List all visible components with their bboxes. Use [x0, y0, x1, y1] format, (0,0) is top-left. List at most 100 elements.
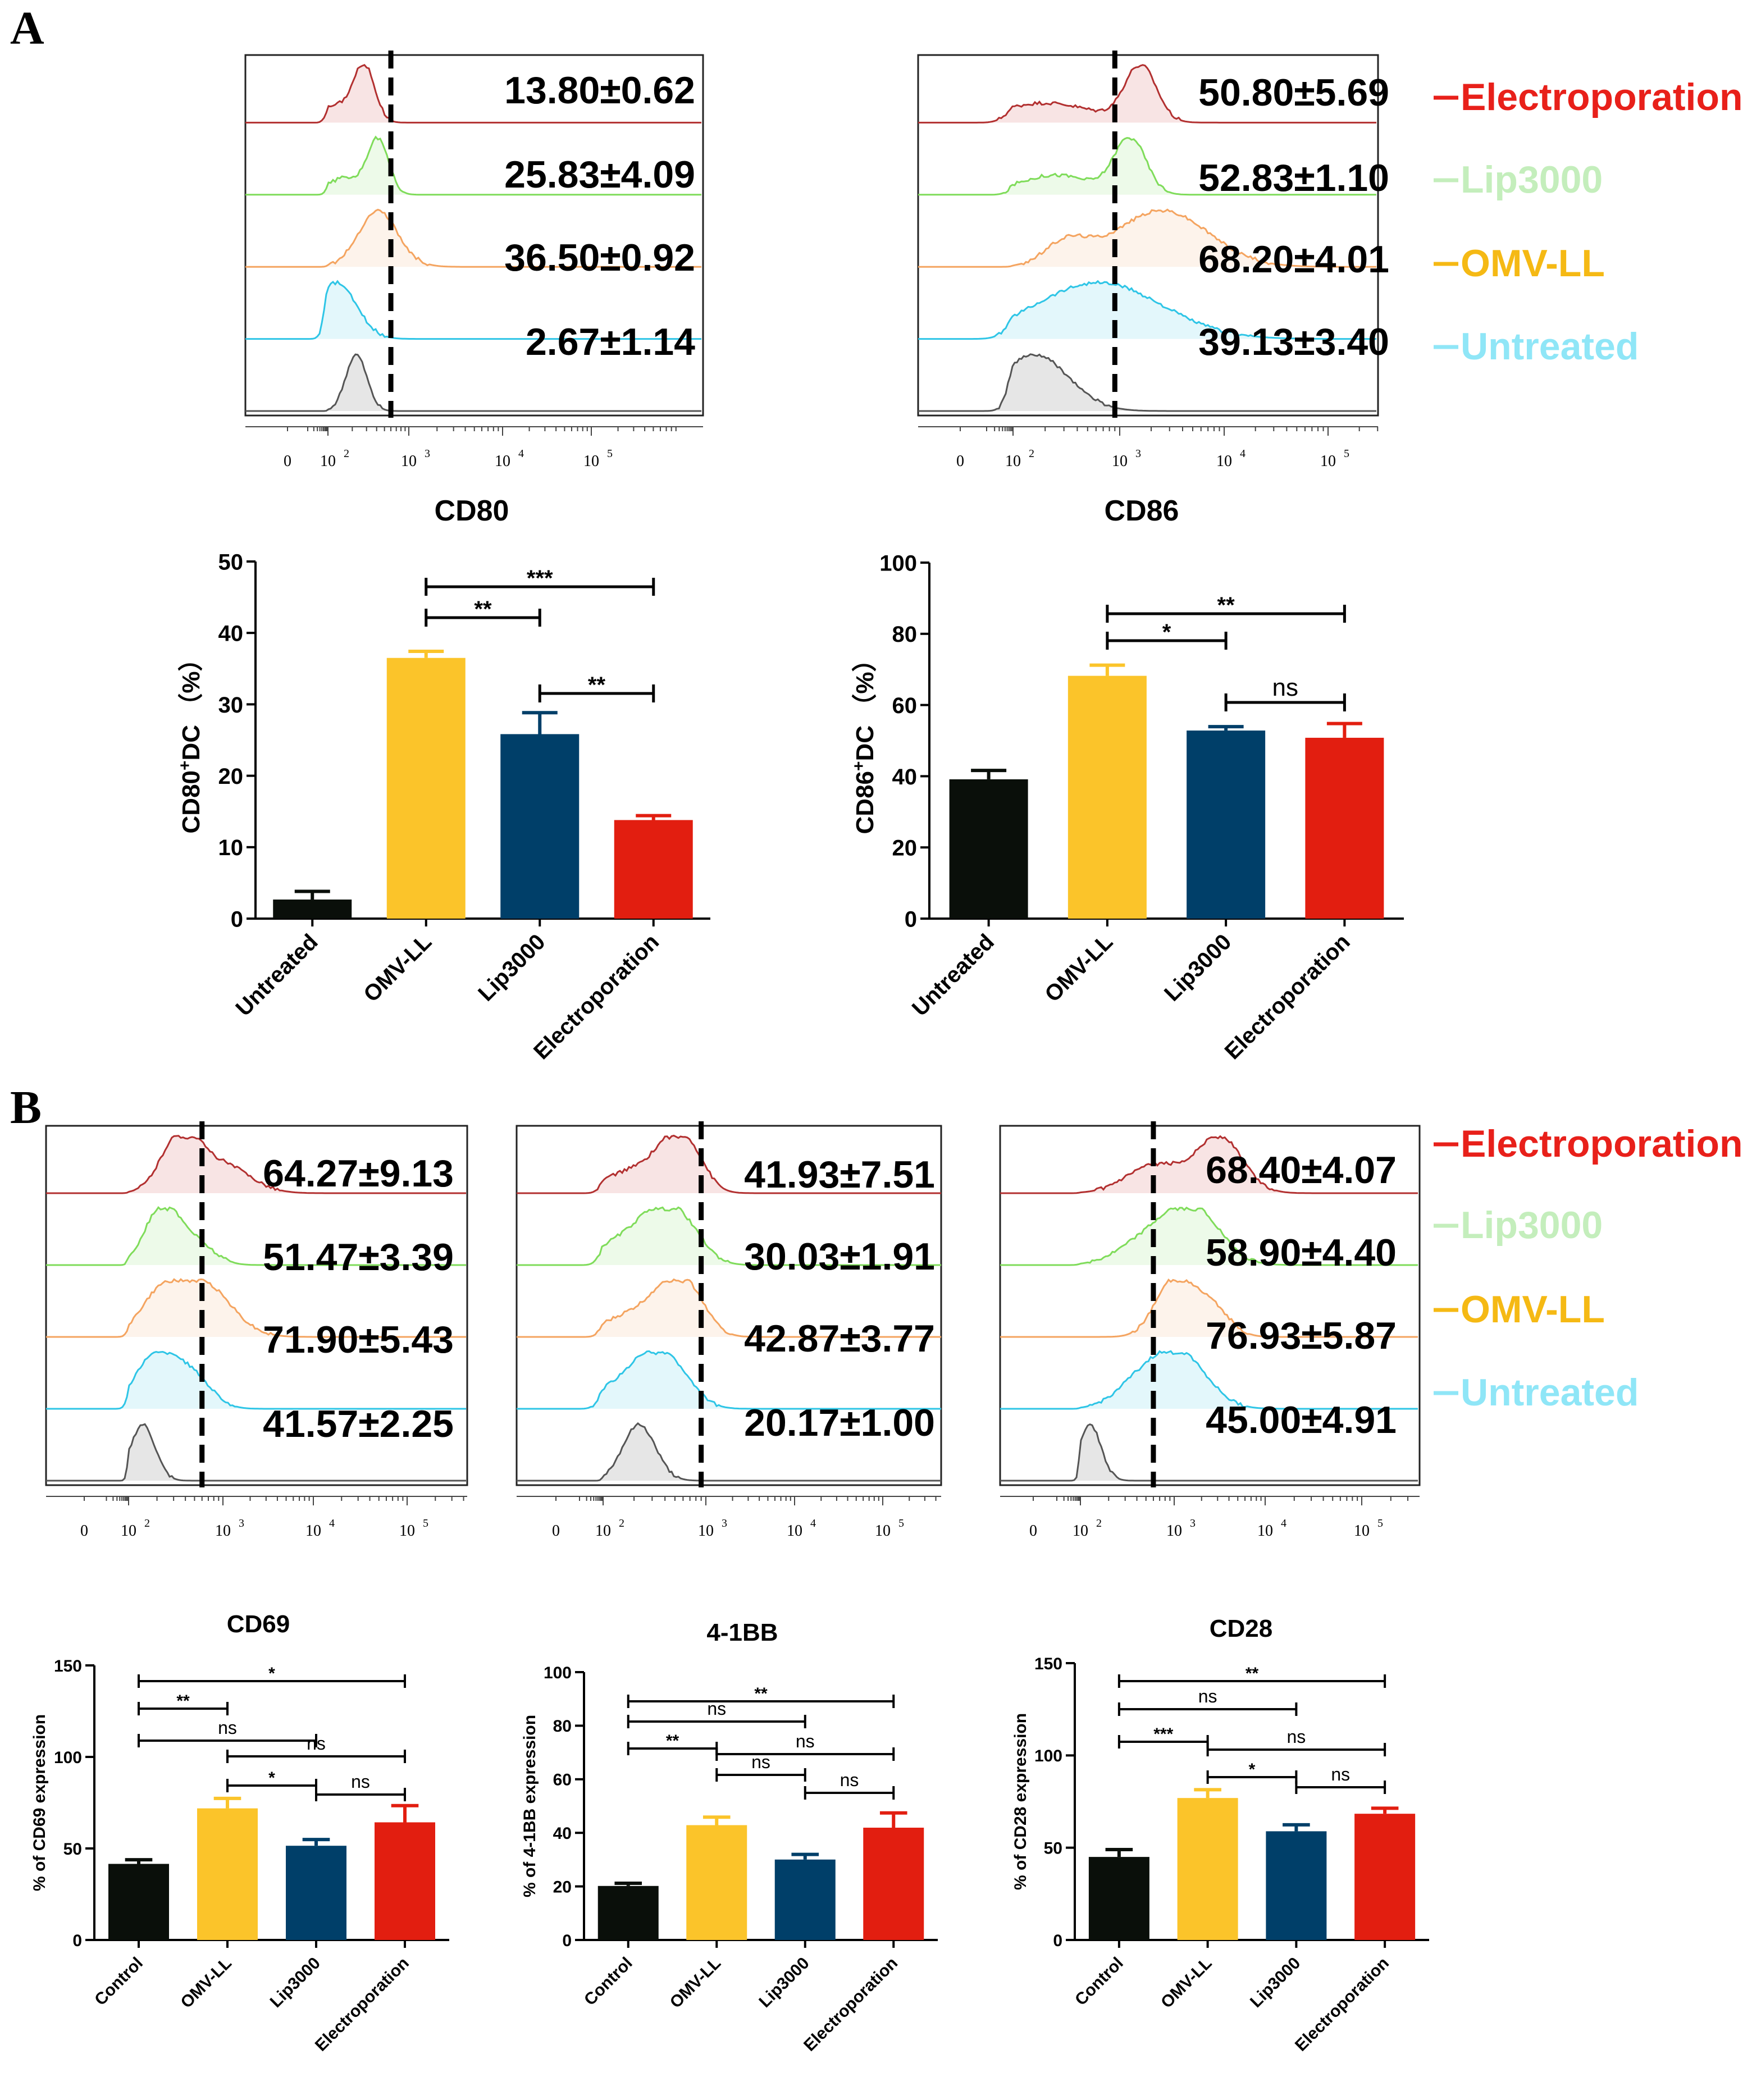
- legend-label-lip3000: Lip3000: [1461, 1204, 1603, 1247]
- category-label-omv-ll: OMV-LL: [177, 1954, 235, 2012]
- y-tick-label: 0: [231, 907, 243, 932]
- significance-label: ns: [351, 1772, 370, 1792]
- flow-histogram-cd69: 64.27±9.13 51.47±3.39 71.90±5.43 41.57±2.25…: [45, 1121, 468, 1540]
- legend-panel-a: Electroporation Lip3000 OMV-LL Untreated: [1434, 76, 1743, 368]
- category-label-omv-ll: OMV-LL: [667, 1954, 724, 2012]
- category-label-electroporation: Electroporation: [1220, 929, 1355, 1064]
- histogram-curve-omvll: [918, 208, 1376, 268]
- histogram-curve-electroporation: [245, 63, 701, 124]
- significance-label: **: [1217, 593, 1235, 618]
- significance-bracket: [627, 1715, 806, 1728]
- y-tick-label: 40: [892, 765, 918, 789]
- histogram-fill-isotype: [918, 354, 1378, 411]
- x-tick-label: 10: [1257, 1522, 1273, 1540]
- x-tick-exponent: 5: [898, 1517, 904, 1530]
- bar-chart-cd86: 0 20 40 60 80 100 CD86+DC （%） Untreated OMV-LL Li…: [850, 551, 1404, 1064]
- significance-label: *: [1162, 620, 1171, 645]
- significance-label: **: [666, 1732, 679, 1750]
- category-label-control: Control: [581, 1954, 636, 2010]
- significance-bracket: [627, 1695, 895, 1708]
- histogram-fill-isotype: [517, 1423, 941, 1481]
- histogram-curve-lip3000: [46, 1206, 466, 1266]
- x-tick-exponent: 3: [239, 1517, 244, 1530]
- significance-bracket: [138, 1702, 229, 1715]
- x-tick-label: 10: [401, 453, 417, 470]
- histogram-fill-isotype: [1000, 1424, 1420, 1481]
- bar-chart-cd28: 0 50 100 150 % of CD28 expression CD28 Control…: [1011, 1615, 1429, 2055]
- y-axis-label: CD80+DC （%）: [176, 647, 206, 834]
- y-tick-label: 20: [553, 1878, 572, 1896]
- gate-percentage: 25.83±4.09: [504, 153, 695, 196]
- category-label-electroporation: Electroporation: [1292, 1954, 1393, 2055]
- x-tick-exponent: 5: [1377, 1517, 1383, 1530]
- significance-label: **: [588, 673, 606, 697]
- significance-label: *: [268, 1664, 275, 1683]
- histogram-frame: [244, 54, 704, 417]
- y-axis-label-rest: DC （%）: [851, 647, 879, 761]
- y-tick-label: 0: [72, 1932, 82, 1950]
- y-tick-label: 50: [1044, 1839, 1062, 1857]
- histogram-fill-isotype: [245, 354, 703, 411]
- bar-control: [108, 1864, 169, 1940]
- y-tick-label: 60: [892, 693, 918, 718]
- histogram-fill-untreated: [46, 1352, 467, 1409]
- bar-untreated: [273, 900, 352, 919]
- histogram-fill-omvll: [1000, 1280, 1420, 1337]
- y-tick-label: 60: [553, 1771, 572, 1789]
- chart-layer: 13.80±0.62 25.83±4.09 36.50±0.92 2.67±1.14 0…: [30, 51, 1743, 2055]
- x-tick-label: 10: [1354, 1522, 1370, 1540]
- histogram-curve-isotype: [1000, 1423, 1418, 1482]
- significance-bracket: [1224, 693, 1346, 711]
- bar-electroporation: [375, 1822, 435, 1940]
- significance-label: ns: [751, 1752, 770, 1772]
- histogram-fill-electroporation: [1000, 1136, 1420, 1193]
- significance-bracket: [715, 1768, 806, 1782]
- histogram-fill-untreated: [517, 1351, 941, 1409]
- histogram-fill-electroporation: [46, 1135, 467, 1193]
- y-tick-label: 100: [54, 1749, 82, 1767]
- gate-percentage: 45.00±4.91: [1206, 1399, 1397, 1441]
- bar-lip3000: [500, 734, 580, 919]
- bar-electroporation: [1354, 1814, 1416, 1940]
- x-tick-label: 0: [80, 1522, 88, 1540]
- significance-label: ***: [1153, 1725, 1173, 1743]
- x-tick-label: 0: [552, 1522, 560, 1540]
- significance-label: **: [754, 1684, 768, 1703]
- gate-percentage: 68.40±4.07: [1206, 1149, 1397, 1191]
- histogram-fill-lip3000: [517, 1207, 941, 1265]
- y-axis-label: % of 4-1BB expression: [521, 1715, 539, 1897]
- x-tick-exponent: 2: [344, 448, 349, 460]
- histogram-fill-omvll: [517, 1279, 941, 1337]
- category-label-lip3000: Lip3000: [755, 1954, 813, 2011]
- panel-label-a: A: [10, 2, 44, 54]
- histogram-fill-lip3000: [46, 1207, 467, 1265]
- category-label-control: Control: [1071, 1954, 1127, 2010]
- legend-label-lip3000: Lip3000: [1461, 158, 1603, 201]
- histogram-x-label: CD80: [435, 495, 509, 527]
- gate-percentage: 76.93±5.87: [1206, 1314, 1397, 1357]
- x-tick-exponent: 2: [1096, 1517, 1102, 1530]
- x-tick-label: 10: [1216, 453, 1232, 470]
- bar-omv-ll: [1177, 1798, 1238, 1940]
- gate-percentage: 50.80±5.69: [1198, 71, 1389, 114]
- gate-percentage: 36.50±0.92: [504, 236, 695, 279]
- y-tick-label: 150: [1034, 1655, 1062, 1673]
- y-tick-label: 0: [1053, 1932, 1062, 1950]
- bar-chart-4-1bb: 0 20 40 60 80 100 % of 4-1BB expression 4-1BB Co…: [521, 1619, 938, 2055]
- histogram-curve-electroporation: [918, 64, 1376, 124]
- category-label-untreated: Untreated: [907, 929, 999, 1021]
- x-tick-label: 10: [787, 1522, 802, 1540]
- histogram-fill-untreated: [245, 281, 703, 339]
- x-tick-label: 10: [1073, 1522, 1088, 1540]
- x-tick-label: 10: [1112, 453, 1128, 470]
- histogram-fill-omvll: [245, 209, 703, 267]
- gate-percentage: 58.90±4.40: [1206, 1231, 1397, 1274]
- category-label-lip3000: Lip3000: [1160, 929, 1236, 1006]
- significance-bracket: [1117, 1702, 1298, 1716]
- significance-label: ***: [527, 566, 553, 591]
- x-tick-exponent: 3: [722, 1517, 727, 1530]
- flow-histogram-cd80: 13.80±0.62 25.83±4.09 36.50±0.92 2.67±1.14 0…: [244, 51, 704, 527]
- significance-label: *: [1249, 1760, 1256, 1779]
- category-label-electroporation: Electroporation: [800, 1954, 901, 2055]
- legend-label-untreated: Untreated: [1461, 1371, 1639, 1414]
